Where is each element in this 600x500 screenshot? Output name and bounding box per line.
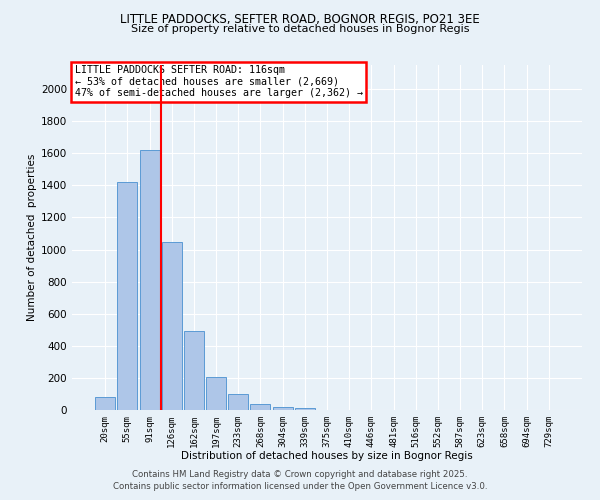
Bar: [206, 377, 226, 410]
Bar: [95, 397, 115, 410]
Bar: [118, 182, 137, 410]
Y-axis label: Number of detached  properties: Number of detached properties: [27, 154, 37, 321]
Bar: [272, 407, 293, 410]
Bar: [295, 408, 315, 410]
Bar: [184, 332, 204, 410]
Bar: [250, 404, 271, 410]
Bar: [162, 242, 182, 410]
Bar: [140, 150, 160, 410]
Text: Contains HM Land Registry data © Crown copyright and database right 2025.
Contai: Contains HM Land Registry data © Crown c…: [113, 470, 487, 491]
Bar: [228, 394, 248, 410]
Text: LITTLE PADDOCKS, SEFTER ROAD, BOGNOR REGIS, PO21 3EE: LITTLE PADDOCKS, SEFTER ROAD, BOGNOR REG…: [120, 12, 480, 26]
Text: Size of property relative to detached houses in Bognor Regis: Size of property relative to detached ho…: [131, 24, 469, 34]
X-axis label: Distribution of detached houses by size in Bognor Regis: Distribution of detached houses by size …: [181, 452, 473, 462]
Text: LITTLE PADDOCKS SEFTER ROAD: 116sqm
← 53% of detached houses are smaller (2,669): LITTLE PADDOCKS SEFTER ROAD: 116sqm ← 53…: [74, 65, 362, 98]
